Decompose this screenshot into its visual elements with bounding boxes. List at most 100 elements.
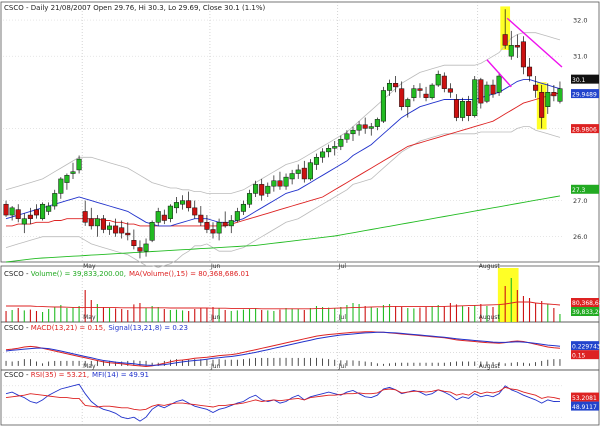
- candle-down: [161, 214, 167, 221]
- candle-down: [447, 88, 453, 93]
- candle-up: [271, 180, 277, 187]
- macd-signal-line: [5, 331, 561, 366]
- rsi-title: CSCO - RSI(35) = 53.21, MFI(14) = 49.91: [4, 371, 149, 379]
- candle-up: [295, 169, 301, 174]
- candle-up: [344, 133, 350, 140]
- candle-up: [307, 162, 313, 180]
- candle-up: [173, 202, 180, 209]
- candle-up: [246, 193, 253, 205]
- candle-up: [374, 119, 380, 127]
- candle-up: [545, 92, 551, 107]
- candle-down: [399, 88, 405, 107]
- candle-up: [368, 126, 374, 129]
- rsi-title-symbol: CSCO -: [4, 371, 31, 379]
- x-label-vol: August: [479, 314, 501, 321]
- candle-up: [380, 90, 386, 122]
- candle-up: [496, 75, 502, 93]
- candle-up: [350, 129, 356, 135]
- macd-title-symbol: CSCO -: [4, 324, 31, 332]
- candle-down: [539, 92, 545, 118]
- trendline-lower: [486, 59, 512, 88]
- candle-down: [520, 41, 526, 68]
- mfi-line: [5, 383, 561, 422]
- rsi-tag-rsi-bg: [571, 392, 599, 402]
- x-label-price: May: [83, 263, 96, 270]
- volume-ma-line: [6, 301, 561, 310]
- rsi-tag-mfi-bg: [571, 401, 599, 411]
- x-label-macd: August: [479, 363, 501, 370]
- candle-up: [283, 176, 289, 187]
- rsi-tag-rsi: 53.2081: [572, 395, 597, 402]
- candle-down: [259, 184, 265, 196]
- candle-up: [155, 211, 161, 223]
- rsi-title-rsi: RSI(35) = 53.21,: [31, 371, 89, 379]
- candle-down: [277, 180, 283, 187]
- macd-tag-signal: 0.229743: [572, 343, 600, 350]
- candle-up: [70, 171, 76, 174]
- candle-down: [417, 88, 423, 91]
- bollinger-upper-line: [5, 32, 561, 194]
- candle-up: [240, 203, 246, 212]
- x-label-vol: Jun: [210, 314, 221, 321]
- candle-down: [137, 247, 143, 252]
- candle-down: [119, 227, 125, 234]
- candle-down: [466, 101, 472, 117]
- price-y-tick: 32.0: [573, 17, 587, 25]
- x-label-price: Jun: [210, 263, 221, 270]
- x-label-vol: Jul: [338, 314, 347, 321]
- rsi-panel-frame: [0, 369, 600, 426]
- candle-down: [222, 222, 228, 227]
- x-label-price: Jul: [338, 263, 347, 270]
- candle-up: [289, 173, 295, 180]
- macd-tag-macd: 0.15: [572, 352, 586, 359]
- candle-up: [356, 124, 362, 131]
- candle-down: [301, 167, 307, 180]
- price-tag-sma50: 28.9806: [572, 126, 597, 133]
- candle-up: [253, 184, 259, 194]
- candle-up: [435, 73, 441, 86]
- x-label-macd: May: [83, 363, 96, 370]
- candle-up: [386, 83, 393, 91]
- macd-tag-signal-bg: [571, 341, 599, 351]
- candle-down: [131, 240, 137, 246]
- candle-up: [326, 148, 332, 153]
- candle-down: [15, 209, 21, 219]
- axis-labels: May May May Jun Jun Jun Jul Jul Jul August August A…: [83, 17, 587, 370]
- price-tag-sma200: 27.3: [572, 187, 586, 194]
- candle-up: [9, 207, 15, 216]
- candle-up: [405, 99, 411, 107]
- rsi-title-mfi: MFI(14) = 49.91: [92, 371, 149, 379]
- price-tag-close-bg: [571, 74, 599, 84]
- volume-tag-ma: 80,368,686: [572, 300, 600, 307]
- candle-up: [76, 158, 82, 171]
- price-tag-sma200-bg: [571, 184, 599, 194]
- volume-tag-volume: 39,833,200: [572, 309, 600, 316]
- candle-up: [46, 205, 52, 212]
- candle-up: [484, 84, 490, 102]
- price-title: CSCO - Daily 21/08/2007 Open 29.76, Hi 3…: [4, 4, 265, 12]
- price-y-tick: 27.0: [573, 197, 587, 205]
- candle-up: [265, 185, 271, 194]
- candle-up: [106, 225, 113, 230]
- candle-up: [234, 211, 240, 221]
- candle-down: [210, 229, 216, 234]
- sma-200-line: [5, 195, 561, 263]
- trendline-upper: [506, 17, 563, 68]
- price-tag-close: 30.1: [572, 77, 586, 84]
- volume-tag-volume-bg: [571, 307, 599, 316]
- candle-down: [192, 207, 198, 216]
- candle-down: [100, 218, 106, 230]
- price-tag-sma20-bg: [571, 89, 599, 99]
- rsi-line: [5, 386, 561, 411]
- volume-highlight: [497, 268, 519, 322]
- candle-up: [429, 84, 435, 98]
- candle-down: [362, 124, 368, 129]
- candle-down: [82, 211, 88, 223]
- candle-up: [21, 218, 27, 225]
- candle-down: [186, 200, 192, 209]
- candle-down: [198, 214, 204, 223]
- candle-up: [332, 146, 338, 149]
- grid-lines: [3, 2, 563, 425]
